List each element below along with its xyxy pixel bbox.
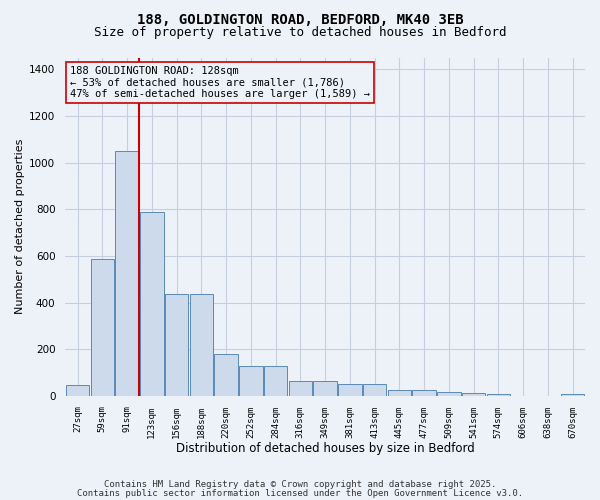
Bar xyxy=(91,260,114,396)
Bar xyxy=(66,386,89,396)
Text: 188, GOLDINGTON ROAD, BEDFORD, MK40 3EB: 188, GOLDINGTON ROAD, BEDFORD, MK40 3EB xyxy=(137,12,463,26)
Y-axis label: Number of detached properties: Number of detached properties xyxy=(15,139,25,314)
Bar xyxy=(140,212,164,396)
Bar xyxy=(289,380,312,396)
Bar xyxy=(363,384,386,396)
Bar xyxy=(165,294,188,396)
Bar xyxy=(115,151,139,396)
Text: 188 GOLDINGTON ROAD: 128sqm
← 53% of detached houses are smaller (1,786)
47% of : 188 GOLDINGTON ROAD: 128sqm ← 53% of det… xyxy=(70,66,370,99)
Bar xyxy=(561,394,584,396)
Bar xyxy=(190,294,213,396)
Bar xyxy=(412,390,436,396)
Bar xyxy=(338,384,362,396)
X-axis label: Distribution of detached houses by size in Bedford: Distribution of detached houses by size … xyxy=(176,442,475,455)
Bar xyxy=(388,390,411,396)
Text: Contains public sector information licensed under the Open Government Licence v3: Contains public sector information licen… xyxy=(77,488,523,498)
Text: Contains HM Land Registry data © Crown copyright and database right 2025.: Contains HM Land Registry data © Crown c… xyxy=(104,480,496,489)
Bar xyxy=(487,394,510,396)
Bar xyxy=(214,354,238,396)
Bar xyxy=(239,366,263,396)
Bar xyxy=(264,366,287,396)
Text: Size of property relative to detached houses in Bedford: Size of property relative to detached ho… xyxy=(94,26,506,39)
Bar xyxy=(462,393,485,396)
Bar xyxy=(313,380,337,396)
Bar xyxy=(437,392,461,396)
